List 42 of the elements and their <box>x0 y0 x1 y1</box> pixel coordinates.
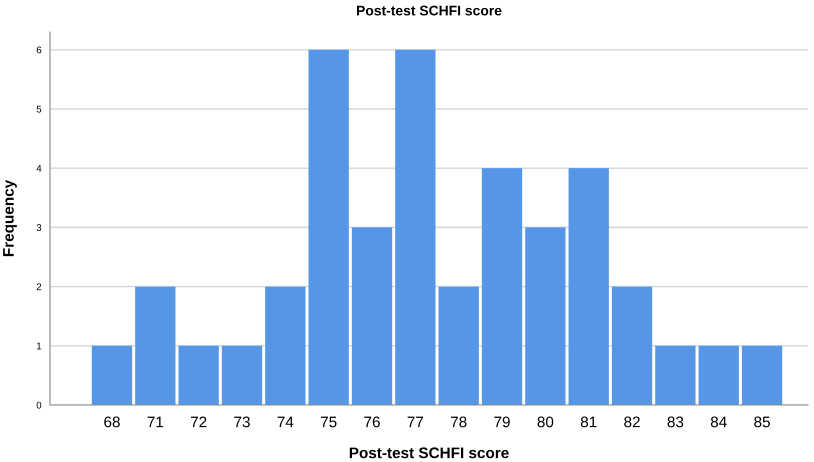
bar <box>655 346 696 405</box>
bar <box>265 286 306 405</box>
bar <box>438 286 479 405</box>
x-tick-label: 72 <box>190 416 206 428</box>
x-tick-label: 73 <box>234 416 250 428</box>
bar <box>352 227 392 405</box>
bar <box>178 346 219 405</box>
x-tick-label: 76 <box>364 416 380 428</box>
bar <box>395 50 436 405</box>
y-tick-label: 1 <box>37 342 42 350</box>
x-tick-label: 77 <box>408 416 424 428</box>
x-tick-label: 84 <box>710 416 727 428</box>
x-tick-label: 85 <box>754 416 770 428</box>
bar <box>525 227 566 405</box>
x-tick-label: 78 <box>450 416 467 428</box>
y-tick-label: 4 <box>36 165 42 172</box>
bar <box>698 346 739 405</box>
x-tick-label: 82 <box>624 416 640 428</box>
bar <box>92 346 132 405</box>
bar <box>612 286 652 405</box>
x-tick-label: 80 <box>538 416 554 428</box>
chart-title: Post-test SCHFI score <box>357 6 502 16</box>
y-tick-label: 5 <box>36 106 42 113</box>
y-tick-label: 3 <box>36 224 42 231</box>
x-tick-label: 71 <box>148 416 164 428</box>
y-axis-title: Frequency <box>3 180 17 256</box>
y-tick-label: 6 <box>36 46 42 54</box>
x-tick-label: 74 <box>278 416 294 428</box>
x-tick-label: 68 <box>104 416 120 428</box>
x-tick-label: 83 <box>668 416 684 428</box>
bar <box>222 346 262 405</box>
x-tick-label: 75 <box>320 416 337 428</box>
bar <box>568 168 609 405</box>
x-tick-label: 81 <box>580 416 596 428</box>
bar <box>135 286 176 405</box>
x-axis-title: Post-test SCHFI score <box>350 447 509 458</box>
bar <box>482 168 522 405</box>
bar <box>742 346 782 405</box>
y-tick-label: 2 <box>36 283 42 290</box>
x-tick-label: 79 <box>494 416 510 428</box>
bar <box>308 50 349 405</box>
y-tick-label: 0 <box>36 402 42 409</box>
